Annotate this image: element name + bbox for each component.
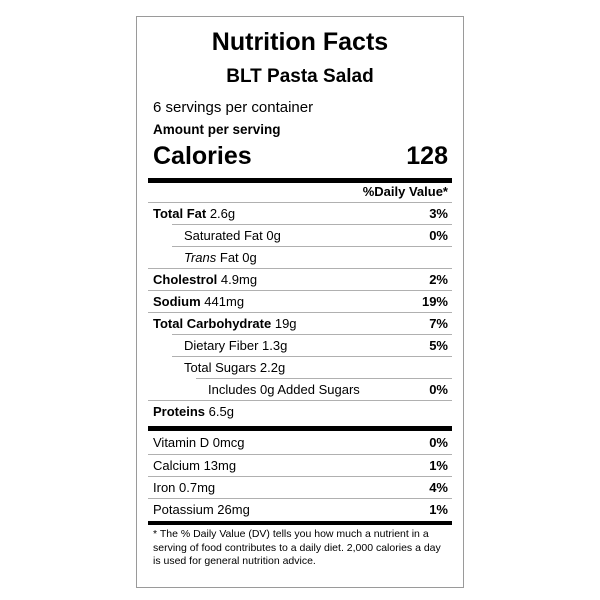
row-dietary-fiber: Dietary Fiber 1.3g 5% bbox=[172, 334, 452, 356]
row-total-sugars: Total Sugars 2.2g bbox=[172, 356, 452, 378]
nutrient-name: Includes 0g Added Sugars bbox=[208, 382, 360, 397]
nutrient-name: Saturated Fat 0g bbox=[184, 228, 281, 243]
daily-value-footnote: * The % Daily Value (DV) tells you how m… bbox=[153, 528, 441, 567]
product-name: BLT Pasta Salad bbox=[226, 66, 374, 87]
row-calcium: Calcium 13mg 1% bbox=[148, 454, 452, 476]
vitamin-dv: 1% bbox=[429, 458, 448, 473]
nutrient-name: Total Carbohydrate bbox=[153, 316, 272, 331]
servings-per-container: 6 servings per container bbox=[153, 99, 314, 116]
row-proteins: Proteins 6.5g bbox=[148, 400, 452, 422]
row-iron: Iron 0.7mg 4% bbox=[148, 476, 452, 498]
nutrient-dv: 19% bbox=[421, 294, 448, 309]
nutrient-name: Total Sugars 2.2g bbox=[184, 360, 286, 375]
nutrient-amount: 6.5g bbox=[208, 404, 234, 419]
divider-footnote bbox=[148, 521, 452, 525]
nutrient-dv: 5% bbox=[429, 338, 448, 353]
calories-label: Calories bbox=[153, 142, 252, 170]
nutrient-amount: 441mg bbox=[204, 294, 245, 309]
vitamin-dv: 0% bbox=[429, 435, 448, 450]
nutrient-dv: 0% bbox=[429, 382, 448, 397]
nutrient-name: Dietary Fiber 1.3g bbox=[184, 338, 288, 353]
divider-thick-vitamins bbox=[148, 426, 452, 431]
nutrient-amount: 19g bbox=[274, 316, 297, 331]
vitamin-dv: 4% bbox=[429, 480, 448, 495]
nutrient-name: Proteins bbox=[153, 404, 206, 419]
vitamin-name: Vitamin D 0mcg bbox=[153, 435, 245, 450]
vitamin-name: Iron 0.7mg bbox=[153, 480, 216, 495]
amount-per-serving: Amount per serving bbox=[153, 122, 281, 137]
calories-value: 128 bbox=[406, 142, 448, 170]
vitamin-dv: 1% bbox=[429, 502, 448, 517]
row-saturated-fat: Saturated Fat 0g 0% bbox=[172, 224, 452, 246]
daily-value-header: %Daily Value* bbox=[362, 184, 448, 199]
row-total-carbohydrate: Total Carbohydrate 19g 7% bbox=[148, 312, 452, 334]
nutrient-name: Total Fat bbox=[153, 206, 207, 221]
nutrient-dv: 7% bbox=[429, 316, 448, 331]
divider-thick bbox=[148, 178, 452, 183]
nutrient-name: Fat 0g bbox=[219, 250, 257, 265]
row-sodium: Sodium 441mg 19% bbox=[148, 290, 452, 312]
nutrition-label-border bbox=[136, 16, 464, 588]
row-trans-fat: Trans Fat 0g bbox=[172, 246, 452, 268]
row-added-sugars: Includes 0g Added Sugars 0% bbox=[196, 378, 452, 400]
vitamin-name: Calcium 13mg bbox=[153, 458, 237, 473]
nutrient-name: Sodium bbox=[153, 294, 201, 309]
row-vitamin-d: Vitamin D 0mcg 0% bbox=[148, 432, 452, 454]
row-total-fat: Total Fat 2.6g 3% bbox=[148, 202, 452, 224]
row-potassium: Potassium 26mg 1% bbox=[148, 498, 452, 520]
label-title: Nutrition Facts bbox=[211, 28, 389, 56]
nutrient-dv: 2% bbox=[429, 272, 448, 287]
nutrient-dv: 3% bbox=[429, 206, 448, 221]
nutrient-name-italic: Trans bbox=[184, 250, 217, 265]
nutrient-amount: 2.6g bbox=[209, 206, 236, 221]
nutrient-name: Cholestrol bbox=[153, 272, 218, 287]
vitamin-name: Potassium 26mg bbox=[153, 502, 250, 517]
nutrient-dv: 0% bbox=[429, 228, 448, 243]
row-cholesterol: Cholestrol 4.9mg 2% bbox=[148, 268, 452, 290]
nutrient-amount: 4.9mg bbox=[220, 272, 258, 287]
